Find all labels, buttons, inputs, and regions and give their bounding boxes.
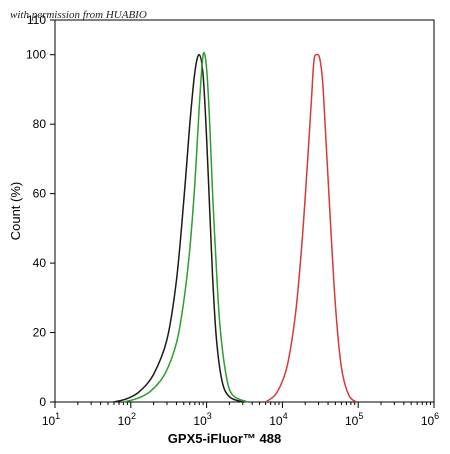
- y-tick-label: 80: [33, 117, 47, 131]
- y-tick-label: 40: [33, 256, 47, 270]
- x-axis-label: GPX5-iFluor™ 488: [168, 431, 281, 446]
- watermark-text: with permission from HUABIO: [10, 9, 147, 21]
- histogram-series-1: [113, 53, 244, 403]
- y-axis-label: Count (%): [8, 182, 23, 241]
- y-tick-label: 20: [33, 326, 47, 340]
- y-tick-label: 100: [26, 48, 46, 62]
- y-tick-label: 0: [39, 395, 46, 409]
- x-tick-label: 104: [269, 411, 287, 428]
- x-tick-label: 106: [421, 411, 439, 428]
- histogram-series-2: [123, 51, 249, 403]
- x-tick-label: 102: [118, 411, 136, 428]
- x-tick-label: 103: [193, 411, 211, 428]
- y-tick-label: 110: [27, 13, 46, 27]
- histogram-series-3: [265, 53, 358, 403]
- plot-frame: [54, 19, 435, 403]
- x-tick-label: 105: [345, 411, 363, 428]
- x-tick-label: 101: [42, 411, 60, 428]
- y-tick-label: 60: [33, 187, 47, 201]
